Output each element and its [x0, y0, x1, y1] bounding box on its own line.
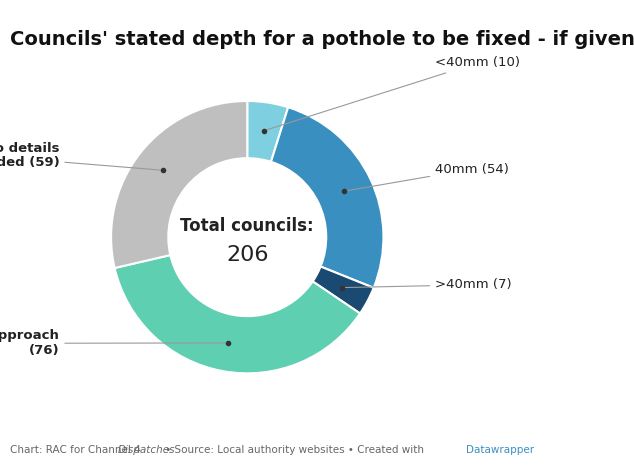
Text: Total councils:: Total councils:: [181, 217, 314, 235]
Text: Councils' stated depth for a pothole to be fixed - if given: Councils' stated depth for a pothole to …: [10, 30, 634, 49]
Text: 206: 206: [226, 245, 269, 265]
Text: Chart: RAC for Channel 4: Chart: RAC for Channel 4: [10, 445, 143, 455]
Text: <40mm (10): <40mm (10): [266, 56, 520, 130]
Wedge shape: [313, 266, 373, 313]
Text: Dispatches: Dispatches: [117, 445, 175, 455]
Wedge shape: [271, 107, 384, 288]
Text: Risk-based approach
(76): Risk-based approach (76): [0, 329, 225, 358]
Text: Datawrapper: Datawrapper: [466, 445, 534, 455]
Text: • Source: Local authority websites • Created with: • Source: Local authority websites • Cre…: [162, 445, 427, 455]
Text: >40mm (7): >40mm (7): [345, 279, 512, 291]
Text: 40mm (54): 40mm (54): [347, 163, 509, 191]
Wedge shape: [115, 255, 360, 373]
Text: Unknown / no details
provided (59): Unknown / no details provided (59): [0, 141, 160, 170]
Wedge shape: [111, 101, 247, 268]
Wedge shape: [247, 101, 288, 162]
